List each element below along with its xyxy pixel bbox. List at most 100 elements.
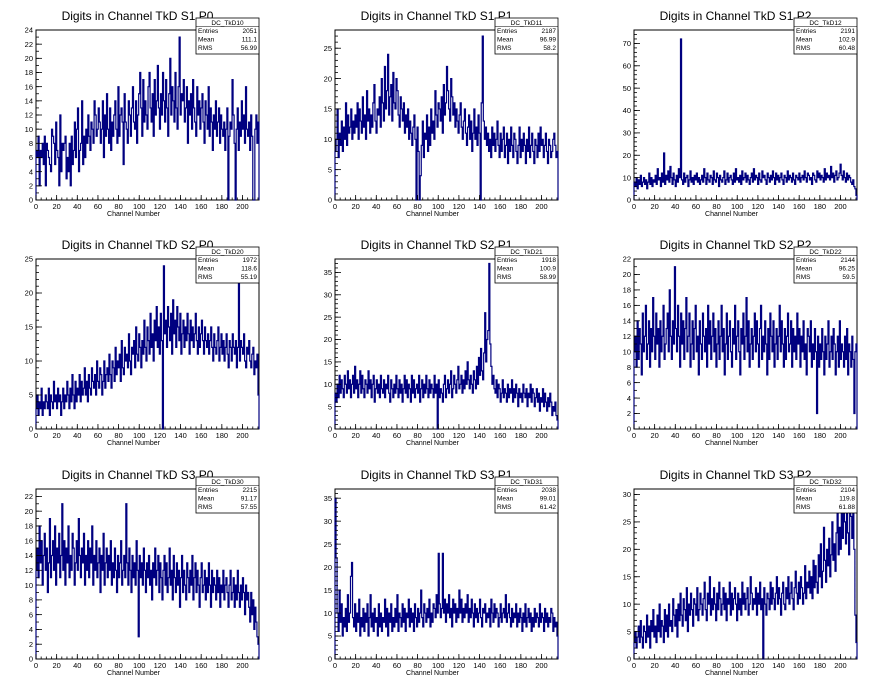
x-tick-label: 0 [333, 661, 337, 670]
y-tick-label: 4 [29, 625, 33, 634]
stats-box-name: DC_TkD31 [510, 479, 543, 486]
x-tick-label: 100 [432, 431, 445, 440]
stats-value: 61.88 [839, 504, 856, 511]
y-tick-label: 5 [627, 627, 631, 636]
y-tick-label: 50 [623, 84, 631, 93]
y-tick-label: 20 [25, 507, 33, 516]
x-tick-label: 120 [453, 661, 466, 670]
x-tick-label: 60 [94, 202, 102, 211]
y-tick-label: 0 [29, 655, 33, 664]
x-tick-label: 0 [34, 202, 38, 211]
histogram-panel-9: Digits in Channel TkD S3 P20 20 40 60 80 100 1… [623, 468, 858, 677]
x-tick-label: 40 [671, 661, 679, 670]
y-tick-label: 5 [29, 391, 33, 400]
x-tick-label: 160 [793, 202, 806, 211]
stats-label: Entries [497, 487, 518, 494]
y-tick-label: 15 [25, 323, 33, 332]
y-tick-label: 40 [623, 106, 631, 115]
y-tick-label: 0 [29, 196, 33, 205]
histogram-panel-2: Digits in Channel TkD S1 P10 20 40 60 80 100 1… [324, 9, 559, 218]
panel-title: Digits in Channel TkD S3 P0 [62, 468, 214, 482]
stats-box-frame [195, 17, 260, 55]
x-tick-label: 180 [216, 431, 229, 440]
stats-label: Mean [198, 36, 215, 43]
stats-label: Entries [796, 487, 817, 494]
x-tick-label: 0 [632, 202, 636, 211]
x-tick-label: 20 [52, 202, 60, 211]
stats-label: Mean [796, 495, 813, 502]
x-tick-label: 40 [73, 661, 81, 670]
panel-title: Digits in Channel TkD S2 P2 [660, 238, 812, 252]
x-tick-label: 20 [52, 661, 60, 670]
x-tick-label: 120 [453, 431, 466, 440]
x-tick-label: 0 [632, 661, 636, 670]
stats-value: 2144 [841, 257, 856, 264]
y-tick-label: 0 [328, 425, 332, 434]
y-tick-label: 20 [623, 151, 631, 160]
stats-value: 2104 [841, 487, 856, 494]
y-tick-label: 35 [324, 494, 332, 503]
x-tick-label: 20 [351, 202, 359, 211]
stats-box-frame [195, 476, 260, 514]
stats-label: Entries [497, 257, 518, 264]
x-tick-label: 20 [650, 661, 658, 670]
y-tick-label: 35 [324, 268, 332, 277]
x-tick-label: 80 [712, 661, 720, 670]
x-tick-label: 120 [154, 661, 167, 670]
x-tick-label: 80 [712, 202, 720, 211]
panel-title: Digits in Channel TkD S1 P2 [660, 9, 812, 23]
y-tick-label: 0 [627, 425, 631, 434]
x-tick-label: 40 [73, 431, 81, 440]
x-tick-label: 180 [515, 661, 528, 670]
y-tick-label: 12 [25, 111, 33, 120]
stats-box-frame [793, 476, 858, 514]
x-tick-label: 40 [73, 202, 81, 211]
y-tick-label: 25 [324, 540, 332, 549]
stats-label: Mean [796, 265, 813, 272]
stats-value: 2051 [243, 28, 258, 35]
stats-label: Mean [497, 36, 514, 43]
histogram-series [633, 266, 858, 429]
x-tick-label: 60 [692, 202, 700, 211]
y-tick-label: 10 [623, 347, 631, 356]
stats-value: 102.9 [839, 36, 856, 43]
panel-title: Digits in Channel TkD S3 P1 [361, 468, 513, 482]
y-tick-label: 25 [324, 44, 332, 53]
y-tick-label: 5 [328, 402, 332, 411]
x-tick-label: 200 [236, 431, 249, 440]
stats-box-name: DC_TkD12 [809, 20, 842, 27]
y-tick-label: 15 [324, 358, 332, 367]
stats-label: Mean [198, 495, 215, 502]
stats-value: 2215 [243, 487, 258, 494]
x-tick-label: 200 [834, 431, 847, 440]
x-tick-label: 40 [671, 202, 679, 211]
x-tick-label: 140 [473, 661, 486, 670]
y-tick-label: 20 [623, 270, 631, 279]
x-tick-label: 160 [195, 661, 208, 670]
x-tick-label: 60 [692, 431, 700, 440]
stats-value: 1918 [542, 257, 557, 264]
y-tick-label: 20 [25, 289, 33, 298]
x-axis-label: Channel Number [705, 670, 759, 677]
x-axis-label: Channel Number [406, 670, 460, 677]
panel-title: Digits in Channel TkD S3 P2 [660, 468, 812, 482]
y-tick-label: 30 [623, 129, 631, 138]
x-tick-label: 100 [133, 661, 146, 670]
stats-value: 61.42 [540, 504, 557, 511]
y-tick-label: 12 [25, 566, 33, 575]
x-tick-label: 80 [712, 431, 720, 440]
x-tick-label: 0 [34, 431, 38, 440]
stats-label: Entries [198, 487, 219, 494]
plot-frame [35, 258, 260, 430]
y-tick-label: 16 [623, 301, 631, 310]
y-tick-label: 20 [324, 74, 332, 83]
x-tick-label: 100 [731, 661, 744, 670]
x-tick-label: 40 [372, 661, 380, 670]
x-tick-label: 180 [515, 431, 528, 440]
stats-label: RMS [198, 274, 213, 281]
stats-value: 2187 [542, 28, 557, 35]
